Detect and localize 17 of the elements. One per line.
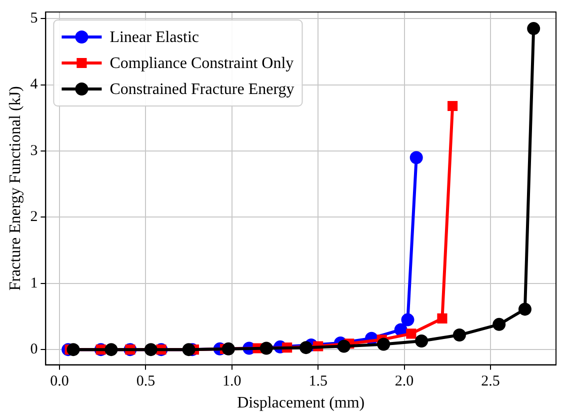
x-tick-label: 2.5 bbox=[481, 374, 500, 390]
y-tick-label: 4 bbox=[30, 76, 38, 93]
y-tick-label: 3 bbox=[30, 142, 38, 159]
y-tick-label: 5 bbox=[30, 10, 38, 27]
y-tick-label: 2 bbox=[30, 209, 38, 226]
legend-label: Compliance Constraint Only bbox=[110, 55, 294, 72]
x-tick-label: 1.0 bbox=[222, 374, 242, 390]
y-axis-title: Fracture Energy Functional (kJ) bbox=[6, 86, 24, 291]
x-tick-label: 0.5 bbox=[136, 374, 156, 390]
y-tick-label: 0 bbox=[30, 342, 38, 358]
x-tick-label: 1.5 bbox=[308, 374, 328, 390]
x-axis-title: Displacement (mm) bbox=[237, 394, 365, 412]
x-tick-label: 2.0 bbox=[394, 374, 414, 390]
legend-label: Constrained Fracture Energy bbox=[110, 81, 294, 98]
y-tick-label: 1 bbox=[30, 275, 38, 292]
x-tick-label: 0.0 bbox=[50, 374, 69, 390]
legend-label: Linear Elastic bbox=[110, 29, 199, 46]
